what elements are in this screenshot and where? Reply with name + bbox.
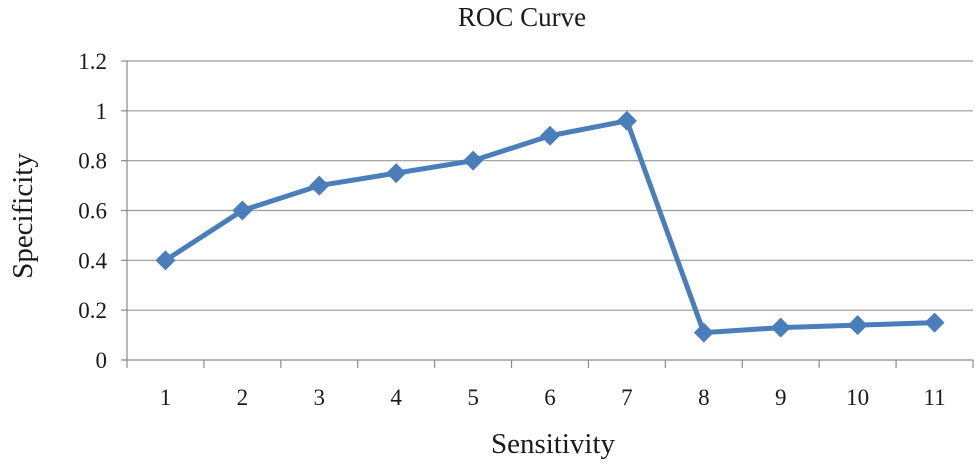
y-axis-label: Specificity [7,153,39,279]
y-tick-label: 0.8 [78,149,107,174]
data-point-marker [463,150,484,171]
x-axis-label: Sensitivity [491,428,616,460]
data-point-marker [693,322,714,343]
x-tick-label: 11 [923,385,945,410]
x-tick-label: 10 [846,385,869,410]
data-point-marker [770,317,791,338]
data-point-marker [155,250,176,271]
x-tick-label: 5 [467,385,479,410]
chart-title: ROC Curve [458,2,586,32]
data-point-marker [309,175,330,196]
y-tick-label: 0 [96,348,108,373]
x-tick-label: 2 [237,385,249,410]
data-point-marker [386,163,407,184]
x-tick-label: 6 [544,385,556,410]
y-tick-label: 0.2 [78,298,107,323]
series [155,110,945,343]
x-tick-label: 8 [698,385,710,410]
y-tick-label: 0.4 [78,248,107,273]
data-point-marker [924,312,945,333]
y-tick-label: 0.6 [78,199,107,224]
data-point-marker [847,315,868,336]
series-line [162,118,938,336]
axes [121,60,974,368]
x-tick-label: 9 [775,385,787,410]
data-point-marker [232,200,253,221]
y-tick-label: 1 [96,99,108,124]
gridlines [127,60,973,311]
x-tick-labels: 1 2 3 4 5 6 7 8 9 10 11 [160,385,946,410]
x-tick-label: 1 [160,385,172,410]
data-point-marker [540,125,560,146]
x-tick-label: 3 [314,385,326,410]
y-tick-labels: 0 0.2 0.4 0.6 0.8 1 1.2 [78,49,107,373]
x-tick-label: 7 [621,385,633,410]
data-point-marker [616,110,637,131]
x-tick-label: 4 [390,385,402,410]
y-tick-label: 1.2 [78,49,107,74]
